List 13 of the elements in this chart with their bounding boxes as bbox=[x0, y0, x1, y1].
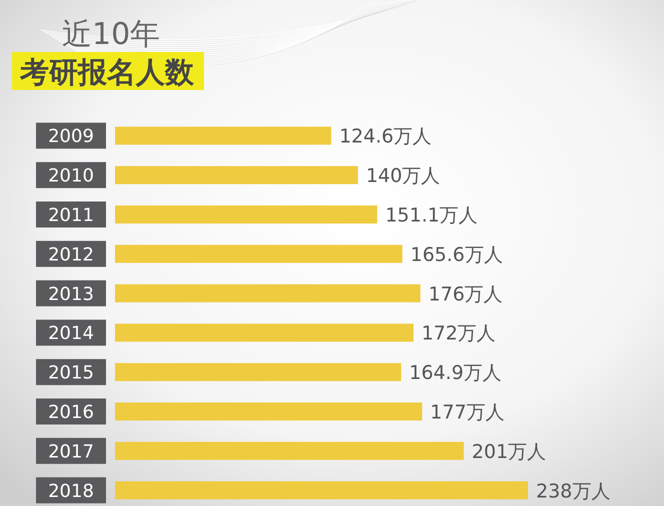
chart-subtitle: 考研报名人数 bbox=[19, 55, 195, 89]
title: 近10年 bbox=[62, 17, 160, 52]
y-tick-label: 2015 bbox=[48, 362, 94, 384]
y-tick-label: 2013 bbox=[48, 284, 94, 305]
y-tick-label: 2018 bbox=[48, 480, 94, 502]
y-tick-label: 2011 bbox=[48, 205, 94, 226]
y-tick-label: 2009 bbox=[48, 126, 94, 148]
y-tick-label: 2014 bbox=[48, 323, 94, 344]
y-tick-label: 2012 bbox=[48, 244, 94, 266]
y-tick-label: 2017 bbox=[48, 441, 94, 462]
subtitle: 考研报名人数 bbox=[12, 52, 204, 90]
y-tick-label: 2010 bbox=[48, 166, 94, 187]
y-tick-label: 2016 bbox=[48, 402, 94, 423]
